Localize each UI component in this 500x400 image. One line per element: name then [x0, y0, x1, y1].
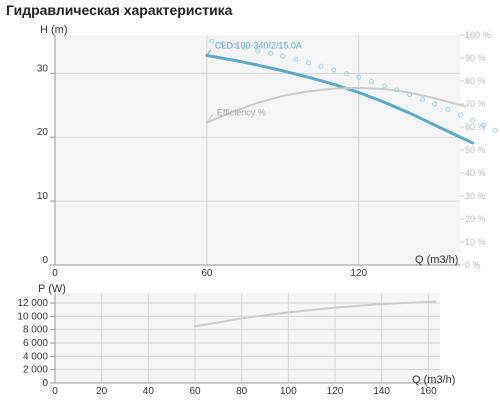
power-y-tick-label: 8 000 [23, 325, 48, 336]
head-y-tick-label: 20 [37, 127, 49, 138]
head-x-tick-label: 120 [350, 268, 367, 279]
dotted-curve-point [344, 71, 350, 77]
power-y-tick-label: 4 000 [23, 351, 48, 362]
dotted-curve-point [470, 117, 476, 123]
efficiency-y-tick-label: 100 % [465, 30, 491, 40]
power-y-tick-label: 10 000 [17, 311, 48, 322]
power-y-axis-title: P (W) [38, 283, 66, 295]
efficiency-y-tick-label: 60 % [465, 122, 486, 132]
efficiency-y-tick-label: 90 % [465, 53, 486, 63]
head-y-tick-label: 30 [37, 63, 49, 74]
efficiency-y-tick-label: 50 % [465, 145, 486, 155]
efficiency-series-label: Efficiency % [217, 107, 266, 117]
power-x-tick-label: 160 [420, 386, 437, 397]
efficiency-curve-line [205, 86, 467, 124]
power-x-tick-label: 40 [143, 386, 155, 397]
dotted-curve-point [382, 83, 388, 89]
dotted-curve-point [318, 63, 324, 69]
dotted-curve-point [356, 74, 362, 80]
power-x-tick-label: 120 [327, 386, 344, 397]
power-chart-labels: 0 20 40 60 80 100 120 140 160 0 2 000 4 000 6 000 8 0… [17, 283, 455, 397]
power-y-tick-label: 0 [42, 378, 48, 389]
power-x-axis-title: Q (m3/h) [412, 374, 455, 386]
head-plot-area [55, 35, 460, 265]
dotted-curve-point [458, 112, 464, 118]
power-x-tick-label: 60 [189, 386, 201, 397]
head-x-axis-title: Q (m3/h) [415, 254, 458, 266]
dotted-curve-point [331, 67, 337, 73]
head-y-axis-title: H (m) [40, 24, 68, 36]
power-y-tick-label: 6 000 [23, 338, 48, 349]
efficiency-y-tick-label: 0 % [465, 260, 481, 270]
power-x-tick-label: 100 [280, 386, 297, 397]
dotted-curve-point [445, 106, 451, 112]
power-x-tick-label: 80 [236, 386, 248, 397]
page-title: Гидравлическая характеристика [6, 2, 233, 18]
dotted-curve-point [432, 101, 438, 107]
head-curve-line [205, 53, 475, 145]
dotted-curve-point [255, 48, 261, 54]
dotted-curve-point [306, 60, 312, 66]
head-series-label: CLD 100-340/2/15.0A [215, 40, 302, 50]
power-plot-area [55, 293, 440, 383]
efficiency-y-tick-label: 40 % [465, 168, 486, 178]
head-y-tick-label: 0 [42, 255, 48, 266]
dotted-curve-point [369, 79, 375, 85]
dotted-curve-point [407, 92, 413, 98]
power-chart-series [194, 300, 437, 328]
efficiency-y-tick-label: 20 % [465, 214, 486, 224]
head-x-tick-label: 60 [201, 268, 213, 279]
dotted-curve-point [420, 97, 426, 103]
dotted-curve-point [231, 43, 237, 49]
efficiency-y-tick-label: 70 % [465, 99, 486, 109]
head-label-leader [206, 49, 212, 56]
power-x-tick-label: 140 [373, 386, 390, 397]
head-chart-labels: 0 60 120 0 10 20 30 0 % 10 % 20 % 30 % 40 % 50 % 60 %… [37, 24, 491, 279]
dotted-curve-point [242, 45, 248, 51]
head-y-tick-label: 10 [37, 191, 49, 202]
dotted-curve-point [268, 50, 274, 56]
dotted-curve-point [280, 53, 286, 59]
power-x-tick-label: 20 [96, 386, 108, 397]
efficiency-y-tick-label: 10 % [465, 237, 486, 247]
power-chart-grid [50, 293, 440, 384]
efficiency-y-tick-label: 30 % [465, 191, 486, 201]
head-x-tick-label: 0 [52, 268, 58, 279]
dotted-curve-point [220, 41, 226, 47]
head-chart-grid [50, 34, 464, 266]
dotted-curve-point [394, 87, 400, 93]
efficiency-label-leader [206, 114, 214, 123]
dotted-curve-point [293, 57, 299, 63]
power-y-tick-label: 2 000 [23, 365, 48, 376]
dotted-curve-point [492, 127, 498, 133]
power-curve-line [194, 300, 437, 328]
dotted-curve-point [209, 38, 215, 44]
power-x-tick-label: 0 [52, 386, 58, 397]
head-chart-series [205, 38, 498, 145]
dotted-curve-point [481, 122, 487, 128]
efficiency-y-tick-label: 80 % [465, 76, 486, 86]
power-y-tick-label: 12 000 [17, 298, 48, 309]
